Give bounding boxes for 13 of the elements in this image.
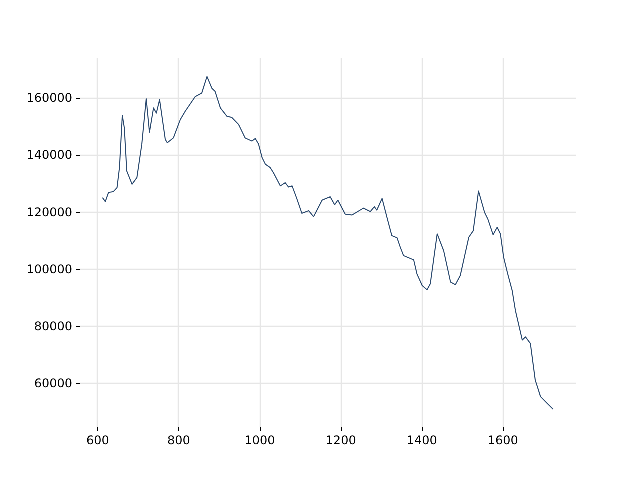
x-tick-label: 1600 (488, 434, 518, 448)
y-tick-label: 160000 (26, 91, 72, 106)
x-tick-label: 1200 (326, 434, 356, 448)
y-tick-label: 100000 (26, 262, 72, 276)
line-series (102, 76, 554, 410)
y-tick-label: 120000 (26, 205, 72, 220)
y-tick-label: 80000 (34, 320, 72, 334)
x-tick-label: 1400 (406, 434, 438, 448)
x-tick-label: 1000 (244, 434, 276, 448)
x-tick-label: 800 (168, 434, 190, 448)
y-tick-label: 140000 (26, 148, 72, 162)
x-tick-label: 600 (86, 434, 110, 448)
y-tick-label: 60000 (34, 376, 72, 391)
